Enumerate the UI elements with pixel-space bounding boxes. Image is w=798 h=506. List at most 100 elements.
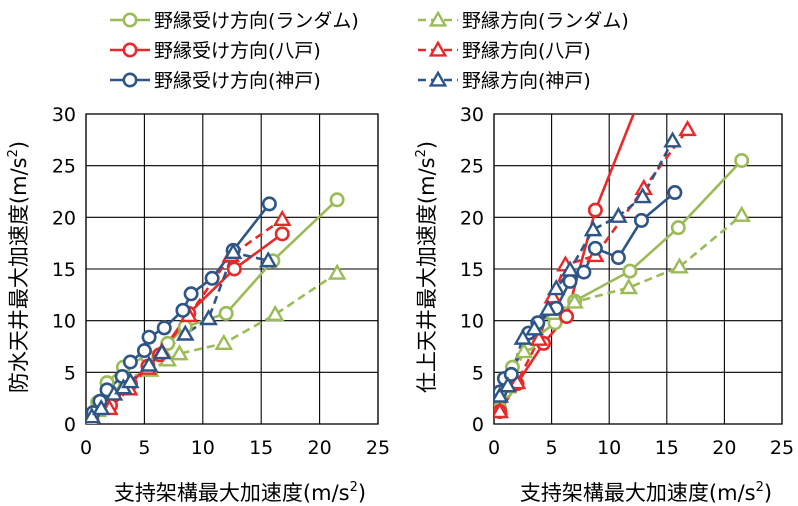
- data-point: [175, 302, 191, 318]
- x-axis-title: 支持架構最大加速度(m/s2): [114, 480, 366, 505]
- data-point: [670, 257, 689, 274]
- y-tick-label: 0: [64, 414, 76, 436]
- data-point: [218, 305, 234, 321]
- data-point: [667, 185, 683, 201]
- series-line: [90, 250, 269, 418]
- x-tick-label: 10: [191, 437, 215, 459]
- data-point: [223, 242, 243, 260]
- x-tick-label: 15: [655, 437, 679, 459]
- right-chart: 0 5 10 15 20 25 0 5 10 15 20 25 30 支持架構最大加速度(m/s2) 仕上天…: [414, 104, 794, 505]
- data-point: [529, 329, 549, 346]
- series-0: [498, 159, 743, 409]
- y-tick-label: 20: [460, 207, 484, 229]
- series-1: [88, 272, 338, 422]
- series-line: [88, 272, 338, 422]
- data-point: [609, 206, 628, 223]
- legend-item: 野縁方向(神戸): [418, 70, 591, 92]
- legend-label: 野縁受け方向(神戸): [154, 70, 321, 92]
- x-tick-label: 15: [249, 437, 273, 459]
- data-point: [91, 398, 111, 416]
- data-point: [494, 386, 510, 403]
- data-point: [136, 343, 152, 359]
- x-tick-label: 0: [80, 437, 92, 459]
- y-tick-label: 0: [472, 414, 484, 436]
- series-layer: [86, 192, 347, 424]
- data-point: [583, 220, 603, 237]
- legend-label: 野縁受け方向(八戸): [154, 40, 321, 62]
- data-point: [514, 342, 534, 359]
- data-point: [204, 270, 220, 286]
- data-point: [199, 308, 218, 326]
- data-point: [670, 220, 686, 236]
- x-tick-label: 25: [366, 437, 390, 459]
- legend-item: 野縁方向(八戸): [418, 40, 591, 62]
- data-point: [633, 187, 652, 204]
- data-point: [559, 309, 575, 325]
- data-point: [663, 131, 682, 148]
- y-tick-label: 25: [460, 156, 484, 178]
- legend-label: 野縁方向(神戸): [462, 70, 591, 92]
- series-1: [498, 214, 743, 409]
- series-markers-5: [494, 131, 682, 403]
- data-point: [122, 354, 138, 370]
- data-point: [732, 205, 751, 222]
- data-point: [538, 299, 558, 316]
- data-point: [274, 226, 290, 242]
- legend-marker: [428, 70, 448, 87]
- y-tick-label: 30: [52, 104, 76, 126]
- data-point: [258, 251, 278, 268]
- data-point: [525, 319, 544, 336]
- legend-marker: [122, 72, 138, 88]
- series-markers-5: [86, 242, 278, 424]
- data-point: [86, 407, 102, 424]
- x-tick-label: 0: [488, 437, 500, 459]
- series-markers-1: [494, 205, 751, 416]
- y-tick-label: 15: [52, 259, 76, 281]
- data-point: [141, 329, 157, 345]
- y-tick-label: 10: [52, 311, 76, 333]
- data-point: [494, 401, 510, 419]
- x-tick-label: 5: [138, 437, 150, 459]
- data-point: [214, 333, 234, 350]
- legend-item: 野縁受け方向(神戸): [110, 70, 321, 92]
- data-point: [678, 119, 697, 137]
- x-tick-label: 20: [308, 437, 332, 459]
- data-point: [226, 261, 242, 277]
- data-point: [507, 373, 527, 390]
- legend-marker: [428, 10, 448, 27]
- x-tick-label: 25: [770, 437, 794, 459]
- data-point: [139, 355, 159, 372]
- y-tick-label: 15: [460, 259, 484, 281]
- data-point: [170, 344, 189, 361]
- legend-label: 野縁方向(ランダム): [462, 10, 629, 32]
- series-5: [90, 250, 269, 418]
- data-point: [156, 320, 172, 336]
- data-point: [329, 192, 345, 208]
- data-point: [576, 264, 592, 280]
- y-tick-label: 25: [52, 156, 76, 178]
- data-point: [327, 263, 347, 280]
- y-axis-title: 防水天井最大加速度(m/s2): [6, 141, 31, 393]
- data-point: [633, 212, 649, 228]
- data-point: [546, 279, 566, 296]
- data-point: [587, 202, 603, 218]
- x-axis-title: 支持架構最大加速度(m/s2): [520, 480, 772, 505]
- legend-label: 野縁方向(八戸): [462, 40, 591, 62]
- data-point: [734, 153, 750, 169]
- legend-item: 野縁方向(ランダム): [418, 10, 629, 32]
- series-markers-4: [494, 185, 683, 400]
- data-point: [183, 286, 199, 302]
- y-axis-title: 仕上天井最大加速度(m/s2): [414, 141, 439, 393]
- data-point: [152, 343, 172, 360]
- legend: 野縁受け方向(ランダム) 野縁方向(ランダム) 野縁受け方向(八戸) 野縁方向(八戸)…: [110, 10, 629, 92]
- data-point: [622, 263, 638, 279]
- y-tick-label: 5: [64, 362, 76, 384]
- legend-item: 野縁受け方向(八戸): [110, 40, 321, 62]
- legend-item: 野縁受け方向(ランダム): [110, 10, 359, 32]
- data-point: [610, 250, 626, 266]
- data-point: [565, 292, 584, 309]
- plot-area-border: [493, 113, 783, 425]
- data-point: [513, 328, 533, 345]
- legend-marker: [122, 42, 138, 58]
